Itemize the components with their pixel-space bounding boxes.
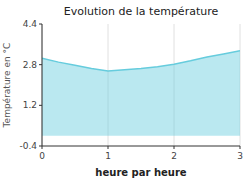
y-tick-label: 4.4 (23, 19, 38, 29)
x-axis-line (42, 146, 240, 147)
x-tick-label: 0 (39, 151, 45, 161)
x-tick-label: 3 (237, 151, 243, 161)
line (42, 51, 240, 71)
y-tick-label: 2.8 (23, 60, 38, 70)
x-axis-label: heure par heure (95, 167, 186, 178)
area (42, 51, 240, 136)
x-tick (108, 146, 109, 149)
y-axis-label: Température en °C (2, 43, 12, 129)
y-tick-label: 1.2 (23, 100, 37, 110)
grid (42, 24, 240, 146)
x-tick-label: 2 (171, 151, 177, 161)
plot-area (42, 51, 240, 136)
y-tick-label: -0.4 (19, 141, 37, 151)
y-tick (39, 64, 42, 65)
y-axis-line (42, 24, 43, 146)
chart-container: 0 1 2 3 -0.4 1.2 2.8 4.4 Evolution de la tempéra… (0, 0, 250, 188)
y-tick (39, 105, 42, 106)
grid-line-x (42, 24, 43, 146)
x-tick (174, 146, 175, 149)
axes: 0 1 2 3 -0.4 1.2 2.8 4.4 (19, 19, 242, 161)
y-tick (39, 146, 42, 147)
chart: 0 1 2 3 -0.4 1.2 2.8 4.4 Evolution de la tempéra… (0, 0, 250, 188)
title: Evolution de la température (64, 5, 219, 18)
y-tick (39, 24, 42, 25)
x-tick (240, 146, 241, 149)
x-tick-label: 1 (105, 151, 111, 161)
